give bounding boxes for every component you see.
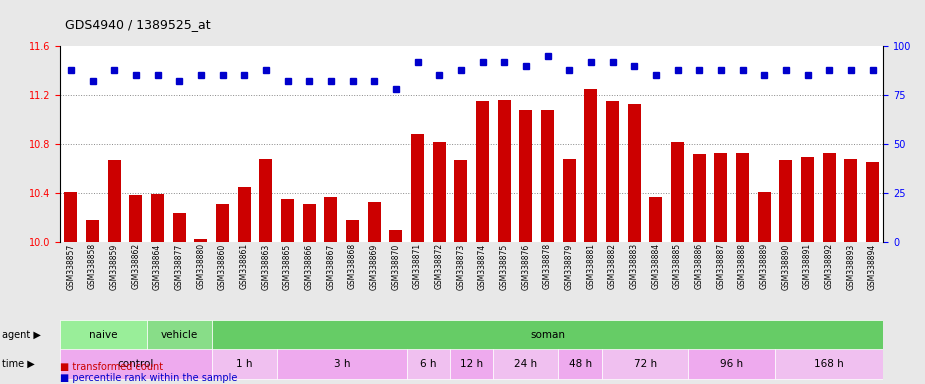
Text: vehicle: vehicle: [161, 330, 198, 340]
Bar: [780, 160, 793, 384]
Bar: [714, 152, 727, 384]
Text: naive: naive: [89, 330, 117, 340]
FancyBboxPatch shape: [147, 320, 212, 350]
Bar: [346, 220, 359, 384]
Bar: [541, 110, 554, 384]
FancyBboxPatch shape: [450, 349, 493, 379]
Text: soman: soman: [530, 330, 565, 340]
Text: 24 h: 24 h: [514, 359, 537, 369]
Text: ■ percentile rank within the sample: ■ percentile rank within the sample: [60, 373, 238, 383]
Text: 3 h: 3 h: [334, 359, 350, 369]
Bar: [281, 199, 294, 384]
Bar: [671, 142, 684, 384]
Bar: [520, 110, 533, 384]
FancyBboxPatch shape: [60, 320, 147, 350]
Bar: [454, 160, 467, 384]
Bar: [476, 101, 489, 384]
FancyBboxPatch shape: [277, 349, 407, 379]
FancyBboxPatch shape: [602, 349, 688, 379]
Bar: [866, 162, 879, 384]
FancyBboxPatch shape: [493, 349, 559, 379]
Text: GDS4940 / 1389525_at: GDS4940 / 1389525_at: [65, 18, 210, 31]
Bar: [389, 230, 402, 384]
Bar: [801, 157, 814, 384]
FancyBboxPatch shape: [688, 349, 775, 379]
Bar: [302, 204, 315, 384]
Bar: [194, 240, 207, 384]
Bar: [108, 160, 121, 384]
Text: 168 h: 168 h: [814, 359, 845, 369]
Text: 6 h: 6 h: [420, 359, 437, 369]
Bar: [130, 195, 142, 384]
Bar: [173, 213, 186, 384]
Bar: [411, 134, 424, 384]
FancyBboxPatch shape: [559, 349, 602, 379]
Bar: [433, 142, 446, 384]
Bar: [845, 159, 857, 384]
Text: 96 h: 96 h: [721, 359, 744, 369]
Bar: [86, 220, 99, 384]
Bar: [736, 152, 749, 384]
Text: agent ▶: agent ▶: [2, 330, 41, 340]
Text: ■ transformed count: ■ transformed count: [60, 362, 163, 372]
Bar: [368, 202, 381, 384]
Bar: [151, 194, 164, 384]
Text: time ▶: time ▶: [2, 359, 34, 369]
Bar: [238, 187, 251, 384]
Bar: [606, 101, 619, 384]
Text: 12 h: 12 h: [460, 359, 483, 369]
Bar: [216, 204, 229, 384]
Bar: [585, 89, 598, 384]
Bar: [822, 152, 835, 384]
FancyBboxPatch shape: [60, 349, 212, 379]
Bar: [628, 104, 641, 384]
Bar: [562, 159, 575, 384]
FancyBboxPatch shape: [407, 349, 450, 379]
Bar: [693, 154, 706, 384]
Text: 72 h: 72 h: [634, 359, 657, 369]
Bar: [498, 100, 511, 384]
Bar: [649, 197, 662, 384]
FancyBboxPatch shape: [212, 320, 883, 350]
Text: control: control: [117, 359, 154, 369]
Bar: [758, 192, 771, 384]
Bar: [259, 159, 273, 384]
Text: 1 h: 1 h: [236, 359, 253, 369]
FancyBboxPatch shape: [775, 349, 883, 379]
FancyBboxPatch shape: [212, 349, 277, 379]
Bar: [65, 192, 78, 384]
Text: 48 h: 48 h: [569, 359, 592, 369]
Bar: [325, 197, 338, 384]
